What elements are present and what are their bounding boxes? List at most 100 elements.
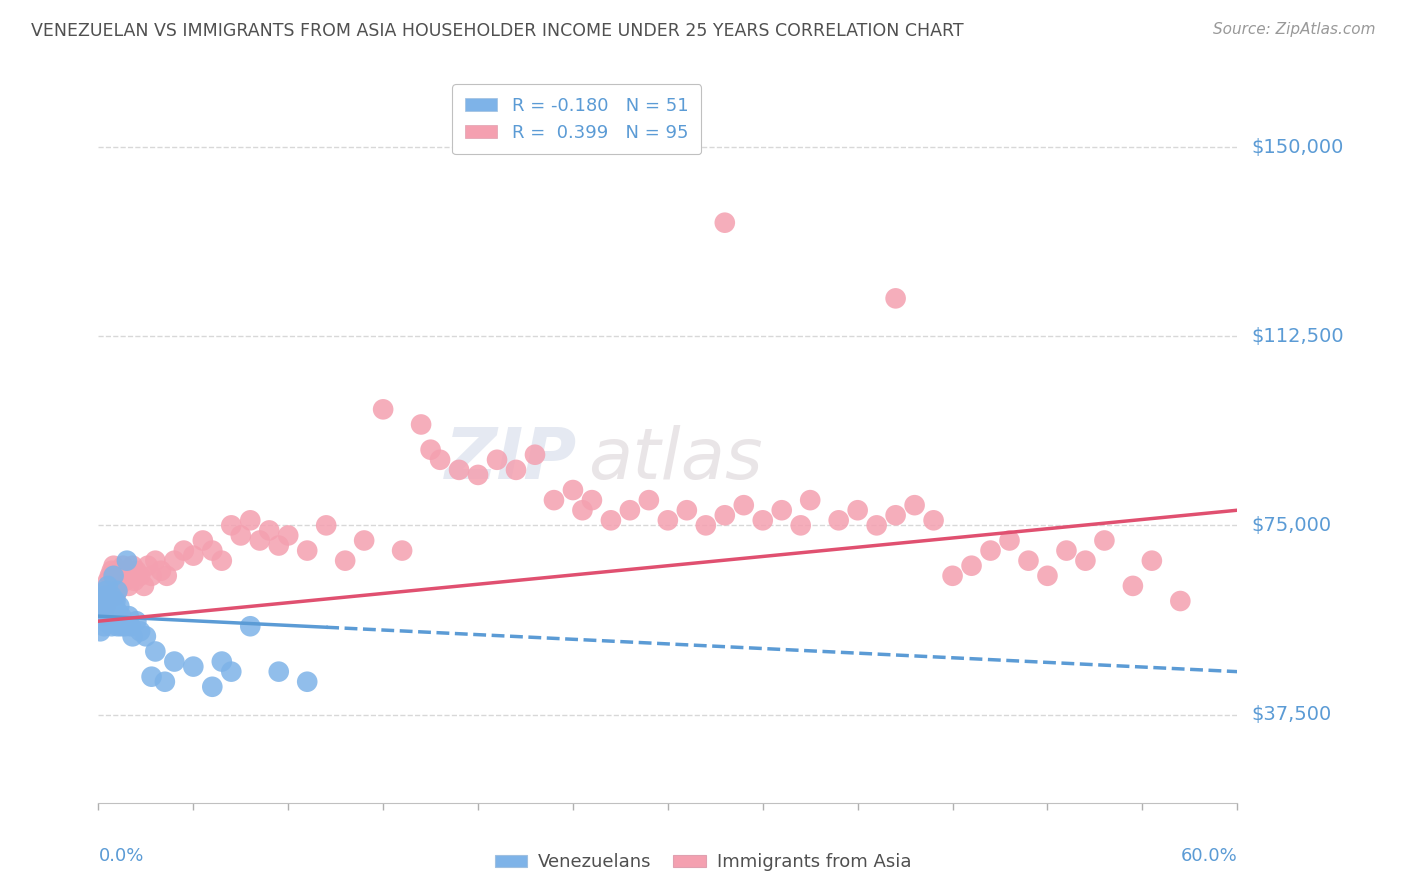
Point	[335, 554, 357, 568]
Point	[121, 629, 143, 643]
Point	[657, 513, 679, 527]
Point	[129, 624, 152, 639]
Text: $37,500: $37,500	[1251, 705, 1331, 724]
Point	[695, 518, 717, 533]
Point	[124, 574, 146, 588]
Point	[486, 452, 509, 467]
Point	[97, 589, 120, 603]
Point	[267, 665, 290, 679]
Point	[543, 493, 565, 508]
Legend: Venezuelans, Immigrants from Asia: Venezuelans, Immigrants from Asia	[488, 847, 918, 879]
Point	[297, 543, 319, 558]
Point	[107, 583, 129, 598]
Point	[93, 589, 115, 603]
Point	[104, 589, 127, 603]
Point	[100, 583, 122, 598]
Point	[211, 554, 233, 568]
Point	[183, 659, 205, 673]
Point	[114, 574, 136, 588]
Text: $150,000: $150,000	[1251, 137, 1344, 156]
Point	[118, 579, 141, 593]
Point	[846, 503, 869, 517]
Point	[114, 619, 136, 633]
Point	[97, 599, 120, 613]
Point	[524, 448, 547, 462]
Point	[98, 589, 121, 603]
Point	[135, 629, 157, 643]
Point	[752, 513, 775, 527]
Point	[93, 594, 115, 608]
Point	[638, 493, 661, 508]
Point	[229, 528, 252, 542]
Point	[110, 609, 132, 624]
Point	[429, 452, 451, 467]
Point	[1170, 594, 1192, 608]
Point	[103, 558, 125, 573]
Point	[107, 564, 129, 578]
Point	[145, 644, 167, 658]
Point	[110, 619, 132, 633]
Point	[259, 524, 281, 538]
Point	[979, 543, 1001, 558]
Text: 60.0%: 60.0%	[1181, 847, 1237, 864]
Text: atlas: atlas	[588, 425, 762, 493]
Point	[100, 564, 122, 578]
Point	[120, 619, 142, 633]
Point	[97, 574, 120, 588]
Point	[107, 619, 129, 633]
Point	[93, 609, 115, 624]
Point	[100, 604, 122, 618]
Point	[94, 583, 117, 598]
Point	[467, 467, 489, 482]
Point	[799, 493, 821, 508]
Point	[112, 558, 135, 573]
Point	[104, 569, 127, 583]
Text: $75,000: $75,000	[1251, 516, 1331, 535]
Point	[93, 619, 115, 633]
Point	[94, 583, 117, 598]
Point	[163, 554, 186, 568]
Point	[1074, 554, 1097, 568]
Point	[411, 417, 433, 432]
Point	[115, 554, 138, 568]
Point	[998, 533, 1021, 548]
Point	[353, 533, 375, 548]
Point	[249, 533, 271, 548]
Point	[107, 583, 129, 598]
Point	[960, 558, 983, 573]
Point	[91, 604, 114, 618]
Point	[211, 655, 233, 669]
Point	[790, 518, 813, 533]
Point	[103, 579, 125, 593]
Point	[505, 463, 527, 477]
Point	[770, 503, 793, 517]
Point	[676, 503, 699, 517]
Point	[371, 402, 394, 417]
Point	[141, 670, 163, 684]
Point	[98, 604, 121, 618]
Point	[125, 614, 148, 628]
Point	[107, 604, 129, 618]
Point	[600, 513, 623, 527]
Point	[714, 508, 737, 523]
Point	[267, 539, 290, 553]
Point	[94, 614, 117, 628]
Point	[103, 609, 125, 624]
Point	[163, 655, 186, 669]
Point	[419, 442, 441, 457]
Legend: R = -0.180   N = 51, R =  0.399   N = 95: R = -0.180 N = 51, R = 0.399 N = 95	[453, 84, 702, 154]
Point	[97, 594, 120, 608]
Point	[150, 564, 173, 578]
Point	[121, 558, 143, 573]
Text: Source: ZipAtlas.com: Source: ZipAtlas.com	[1212, 22, 1375, 37]
Point	[1056, 543, 1078, 558]
Point	[201, 680, 224, 694]
Point	[118, 609, 141, 624]
Point	[183, 549, 205, 563]
Point	[922, 513, 945, 527]
Point	[91, 609, 114, 624]
Point	[91, 604, 114, 618]
Point	[191, 533, 214, 548]
Point	[391, 543, 413, 558]
Point	[1140, 554, 1163, 568]
